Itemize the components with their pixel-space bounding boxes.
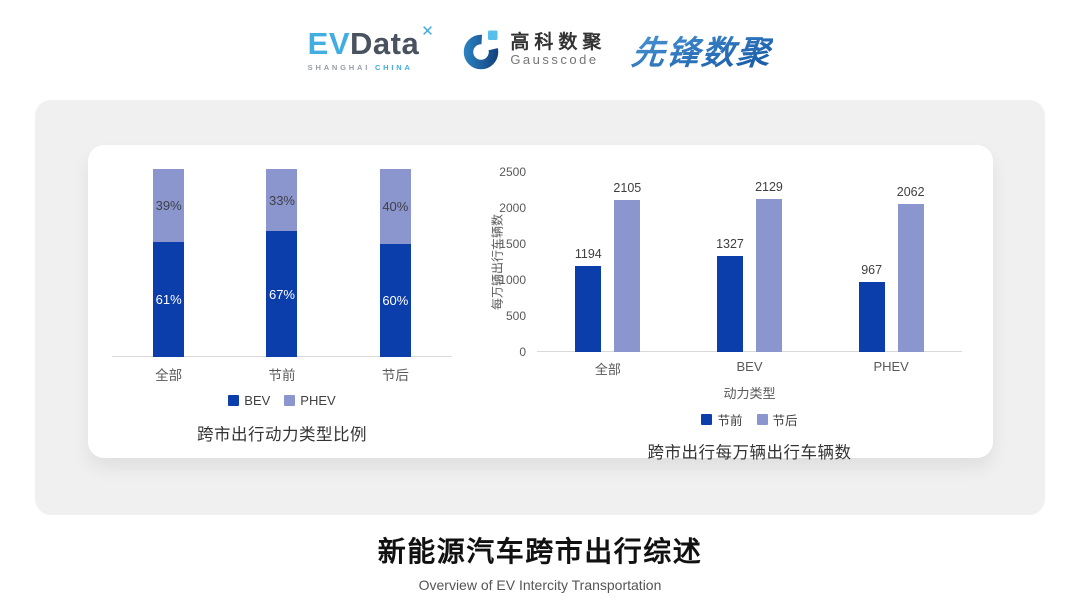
legend-label-节后: 节后 [772,414,798,428]
legend-item-节后: 节后 [756,410,798,429]
bar-value-label: 967 [861,263,883,278]
category-label-节前: 节前 [268,368,296,383]
bar-value-label: 1194 [574,247,602,262]
legend-item-BEV: BEV [228,393,270,408]
stacked-chart-legend: BEV PHEV [112,393,452,408]
y-tick-2000: 2000 [499,201,526,215]
gausscode-en-text: Gausscode [510,52,599,68]
gausscode-g-icon [464,30,499,70]
bar-节前-PHEV: 967 [858,263,885,352]
legend-swatch-BEV [228,395,240,406]
grouped-chart-x-axis-label: 动力类型 [723,386,776,401]
stacked-bar-column: 39% 61% [112,169,225,357]
bar-节前-全部: 1194 [575,247,602,352]
y-tick-1000: 1000 [499,273,526,287]
category-label-全部: 全部 [155,368,183,383]
stacked-bar-全部: 39% 61% [153,169,185,357]
bar-value-label: 1327 [716,237,744,252]
y-tick-0: 0 [519,345,526,359]
grouped-chart-legend: 节前 节后 [537,410,962,429]
bar-segment-PHEV-节前: 33% [266,169,298,232]
evdata-tagline: SHANGHAI CHINA [308,64,435,72]
category-label-节后: 节后 [381,368,409,383]
stacked-chart-plot-area: 39% 61% 33% 67% 40% 60% [112,169,452,357]
bar-value-label: 2105 [613,181,642,196]
legend-swatch-节前 [701,414,713,425]
bar-节后-BEV: 2129 [755,180,783,352]
grouped-chart-plot-area: 1194 2105 1327 2129 967 2062 [537,172,962,352]
y-tick-2500: 2500 [499,165,526,179]
bar-segment-PHEV-全部: 39% [153,169,185,243]
bar-group-BEV: 1327 2129 [679,172,821,352]
y-tick-500: 500 [505,309,526,323]
legend-item-PHEV: PHEV [284,393,336,408]
charts-card: 39% 61% 33% 67% 40% 60% 全部 节前 节后 BEV PHEV 跨市出行动力… [35,100,1045,515]
charts-panel: 39% 61% 33% 67% 40% 60% 全部 节前 节后 BEV PHEV 跨市出行动力… [88,145,993,462]
category-label-BEV: BEV [736,359,763,374]
footer: 新能源汽车跨市出行综述 Overview of EV Intercity Tra… [0,530,1080,593]
bar-value-label: 2062 [896,184,925,199]
bar-segment-BEV-全部: 61% [153,242,185,357]
grouped-chart-y-ticks: 0 500 1000 1500 2000 2500 [488,165,526,359]
stacked-bar-column: 40% 60% [339,169,452,357]
evdata-shanghai-text: SHANGHAI [307,63,371,73]
gausscode-cn-text: 高科数聚 [510,31,607,53]
grouped-chart-x-labels: 全部 BEV PHEV [537,353,962,378]
stacked-bar-chart: 39% 61% 33% 67% 40% 60% 全部 节前 节后 BEV PHEV 跨市出行动力… [112,169,452,445]
bar-segment-PHEV-节后: 40% [379,169,411,245]
evdata-data-text: Data [350,26,420,62]
logo-bar: EV Data ✕ SHANGHAI CHINA 高科数聚 Gau [0,24,1080,74]
xianfeng-logo: 先锋数聚 [630,26,775,74]
stacked-bar-column: 33% 67% [225,169,338,357]
evdata-spark-icon: ✕ [421,23,435,41]
category-label-PHEV: PHEV [873,359,909,374]
legend-swatch-节后 [756,414,768,425]
page-subtitle: Overview of EV Intercity Transportation [418,577,662,593]
category-label-全部: 全部 [594,362,621,377]
evdata-wordmark: EV Data ✕ [307,24,435,62]
bar-group-全部: 1194 2105 [537,172,679,352]
y-tick-1500: 1500 [499,237,526,251]
evdata-logo: EV Data ✕ SHANGHAI CHINA [307,24,435,72]
bar-节前-BEV: 1327 [716,237,744,352]
bar-节后-全部: 2105 [613,181,641,352]
stacked-chart-title: 跨市出行动力类型比例 [197,426,367,444]
grouped-chart-below-axis: 全部 BEV PHEV 动力类型 节前 节后 跨市出行每万辆出行车辆数 [537,353,962,463]
legend-swatch-PHEV [284,395,296,406]
stacked-bar-节前: 33% 67% [266,169,298,357]
legend-item-节前: 节前 [701,410,743,429]
bar-group-PHEV: 967 2062 [820,172,962,352]
bar-value-label: 2129 [755,179,783,194]
stacked-bar-节后: 40% 60% [379,169,411,357]
legend-label-节前: 节前 [717,414,743,428]
bar-segment-BEV-节前: 67% [266,231,298,357]
evdata-china-text: CHINA [374,63,413,73]
legend-label-PHEV: PHEV [300,393,336,408]
legend-label-BEV: BEV [244,393,271,408]
gausscode-text: 高科数聚 Gausscode [510,32,606,69]
evdata-ev-text: EV [307,26,351,62]
bar-segment-BEV-节后: 60% [379,244,411,357]
grouped-chart-title: 跨市出行每万辆出行车辆数 [647,444,852,462]
page-title: 新能源汽车跨市出行综述 [377,536,703,567]
gausscode-logo: 高科数聚 Gausscode [460,29,606,71]
bar-节后-PHEV: 2062 [897,185,925,352]
stacked-chart-x-labels: 全部 节前 节后 [112,357,452,384]
